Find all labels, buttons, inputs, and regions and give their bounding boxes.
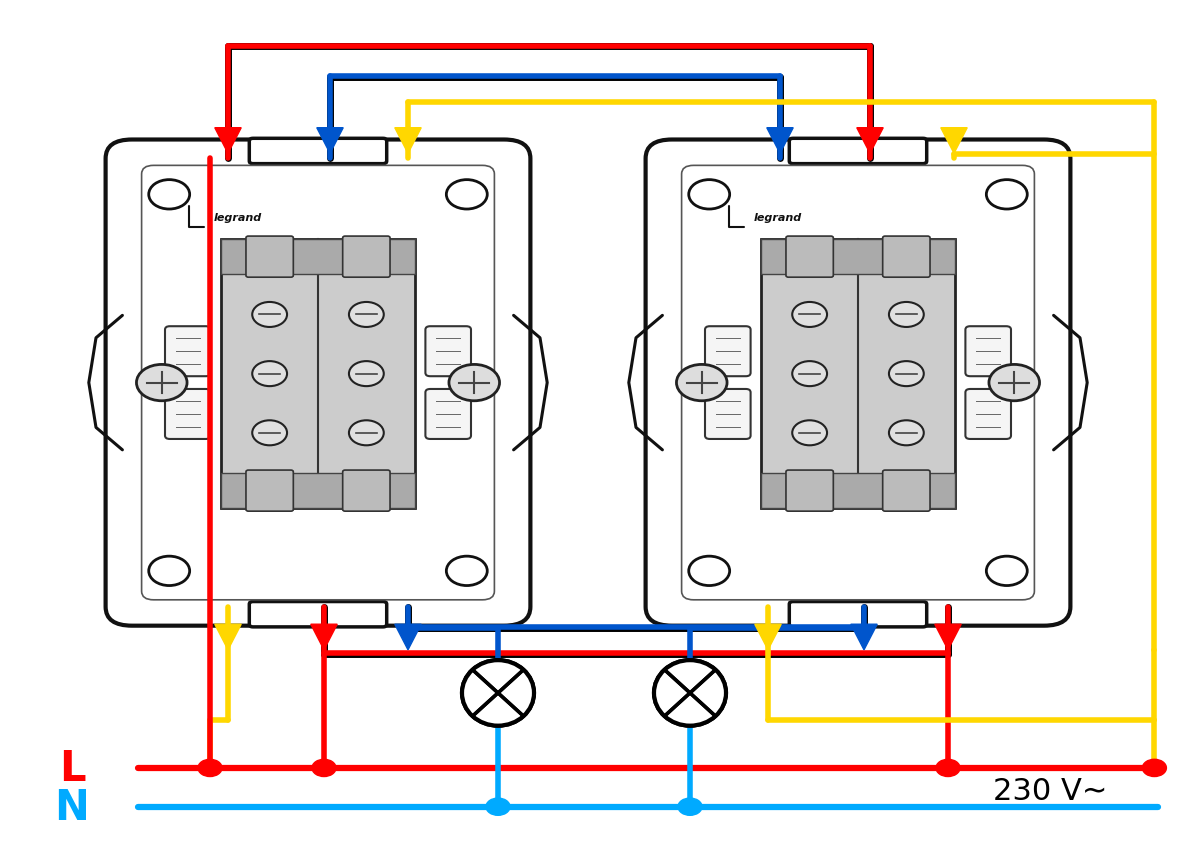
- Circle shape: [792, 421, 827, 446]
- Circle shape: [986, 181, 1027, 210]
- Circle shape: [486, 798, 510, 815]
- Circle shape: [1142, 759, 1166, 777]
- Bar: [761, 240, 955, 275]
- Text: N: N: [54, 786, 90, 827]
- Circle shape: [449, 365, 499, 401]
- Circle shape: [889, 421, 924, 446]
- FancyBboxPatch shape: [704, 327, 751, 377]
- Circle shape: [349, 302, 384, 327]
- Text: legrand: legrand: [214, 213, 262, 222]
- Polygon shape: [767, 128, 793, 154]
- Polygon shape: [215, 128, 241, 154]
- Ellipse shape: [654, 660, 726, 726]
- FancyBboxPatch shape: [790, 139, 926, 164]
- FancyBboxPatch shape: [786, 470, 833, 511]
- Circle shape: [986, 556, 1027, 585]
- Polygon shape: [395, 624, 421, 650]
- Circle shape: [137, 365, 187, 401]
- FancyBboxPatch shape: [425, 327, 470, 377]
- FancyBboxPatch shape: [250, 139, 386, 164]
- Bar: [761, 474, 955, 509]
- Bar: [221, 240, 415, 275]
- FancyBboxPatch shape: [883, 470, 930, 511]
- FancyBboxPatch shape: [166, 389, 211, 439]
- Polygon shape: [935, 624, 961, 650]
- Circle shape: [689, 181, 730, 210]
- Polygon shape: [857, 128, 883, 154]
- FancyBboxPatch shape: [704, 389, 751, 439]
- Circle shape: [312, 759, 336, 777]
- FancyBboxPatch shape: [883, 237, 930, 278]
- Bar: [761, 240, 955, 509]
- FancyBboxPatch shape: [343, 470, 390, 511]
- FancyBboxPatch shape: [425, 389, 470, 439]
- FancyBboxPatch shape: [166, 327, 211, 377]
- Circle shape: [889, 362, 924, 387]
- Text: L: L: [59, 747, 85, 789]
- Polygon shape: [317, 128, 343, 154]
- Ellipse shape: [462, 660, 534, 726]
- Circle shape: [446, 181, 487, 210]
- Ellipse shape: [462, 660, 534, 726]
- Circle shape: [349, 421, 384, 446]
- Circle shape: [889, 302, 924, 327]
- FancyBboxPatch shape: [246, 470, 293, 511]
- Circle shape: [252, 302, 287, 327]
- Polygon shape: [851, 624, 877, 650]
- Circle shape: [252, 421, 287, 446]
- Circle shape: [678, 798, 702, 815]
- FancyBboxPatch shape: [106, 140, 530, 626]
- FancyBboxPatch shape: [246, 237, 293, 278]
- Circle shape: [149, 556, 190, 585]
- Circle shape: [989, 365, 1039, 401]
- FancyBboxPatch shape: [790, 602, 926, 627]
- Circle shape: [149, 181, 190, 210]
- Circle shape: [252, 362, 287, 387]
- FancyBboxPatch shape: [965, 389, 1010, 439]
- Circle shape: [446, 556, 487, 585]
- Circle shape: [792, 302, 827, 327]
- Bar: [221, 240, 415, 509]
- Polygon shape: [395, 128, 421, 154]
- Ellipse shape: [654, 660, 726, 726]
- FancyBboxPatch shape: [965, 327, 1010, 377]
- Circle shape: [677, 365, 727, 401]
- FancyBboxPatch shape: [646, 140, 1070, 626]
- Polygon shape: [755, 624, 781, 650]
- Text: legrand: legrand: [754, 213, 802, 222]
- Text: 230 V∼: 230 V∼: [992, 776, 1108, 805]
- Bar: [221, 474, 415, 509]
- Polygon shape: [941, 128, 967, 154]
- Polygon shape: [311, 624, 337, 650]
- Circle shape: [198, 759, 222, 777]
- Circle shape: [349, 362, 384, 387]
- Circle shape: [689, 556, 730, 585]
- Circle shape: [936, 759, 960, 777]
- FancyBboxPatch shape: [343, 237, 390, 278]
- FancyBboxPatch shape: [250, 602, 386, 627]
- FancyBboxPatch shape: [786, 237, 833, 278]
- Polygon shape: [215, 624, 241, 650]
- Circle shape: [792, 362, 827, 387]
